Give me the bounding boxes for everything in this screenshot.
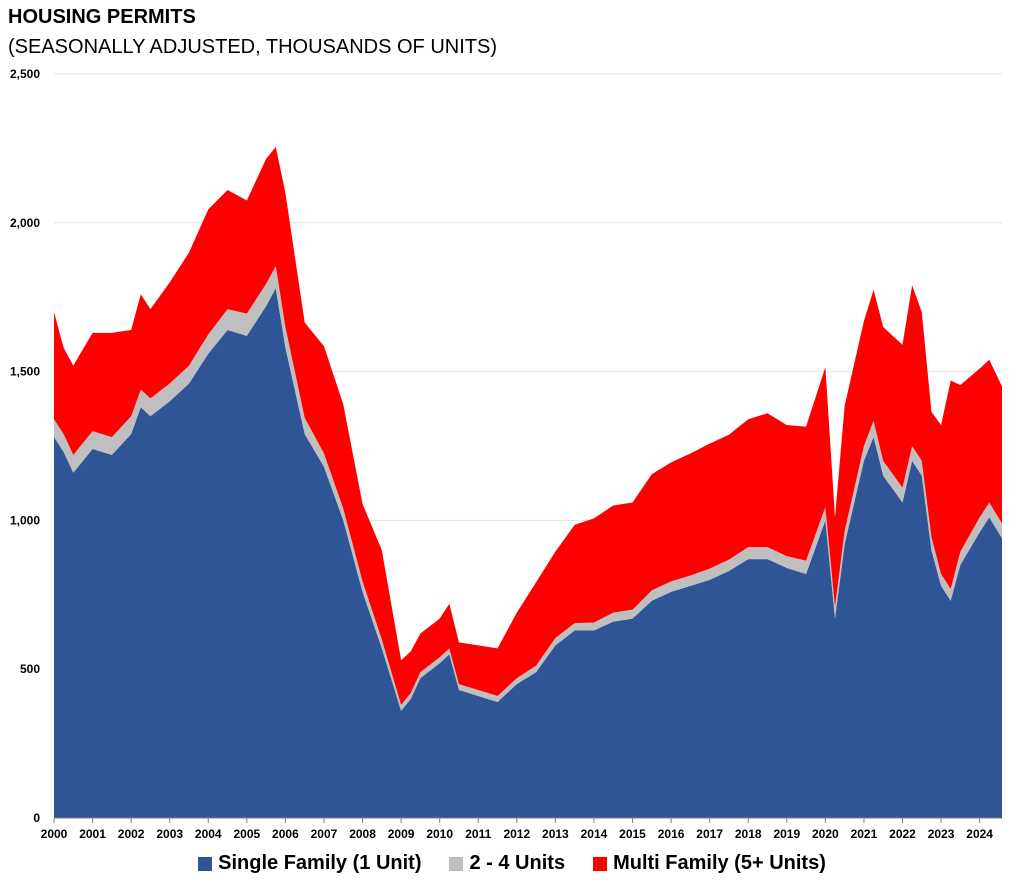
y-tick-labels: 0 500 1,000 1,500 2,000 2,500 <box>10 67 40 825</box>
x-tick-label-2010: 2010 <box>426 827 453 841</box>
x-tick-label-2022: 2022 <box>889 827 916 841</box>
chart-subtitle: (SEASONALLY ADJUSTED, THOUSANDS OF UNITS… <box>8 36 497 58</box>
x-tick-label-2007: 2007 <box>311 827 338 841</box>
x-tick-label-2000: 2000 <box>41 827 68 841</box>
legend-label-2-4-units: 2 - 4 Units <box>469 852 566 874</box>
x-tick-labels: 2000 2001 2002 2003 2004 2005 2006 2007 2008 2009… <box>41 818 993 841</box>
x-tick-label-2011: 2011 <box>465 827 491 841</box>
x-tick-label-2016: 2016 <box>658 827 685 841</box>
legend-swatch-multi-family <box>593 856 608 871</box>
x-tick-label-2020: 2020 <box>812 827 839 841</box>
x-tick-label-2012: 2012 <box>503 827 530 841</box>
y-tick-label-500: 500 <box>20 662 40 676</box>
x-tick-label-2009: 2009 <box>388 827 415 841</box>
x-tick-label-2021: 2021 <box>851 827 878 841</box>
x-tick-label-2024: 2024 <box>966 827 993 841</box>
legend-label-multi-family: Multi Family (5+ Units) <box>613 852 826 874</box>
x-tick-label-2023: 2023 <box>928 827 955 841</box>
legend-item-2-4-units: 2 - 4 Units <box>449 852 565 875</box>
x-tick-label-2004: 2004 <box>195 827 222 841</box>
y-tick-label-2500: 2,500 <box>10 67 40 81</box>
legend-item-multi-family: Multi Family (5+ Units) <box>593 852 826 875</box>
x-tick-label-2003: 2003 <box>156 827 183 841</box>
x-tick-label-2017: 2017 <box>696 827 723 841</box>
stacked-areas <box>54 146 1002 818</box>
area-multi-family-5-units <box>54 146 1002 705</box>
legend-item-single-family: Single Family (1 Unit) <box>198 852 421 875</box>
legend-label-single-family: Single Family (1 Unit) <box>218 852 422 874</box>
x-tick-label-2019: 2019 <box>773 827 800 841</box>
y-tick-label-1000: 1,000 <box>10 513 40 527</box>
x-tick-label-2008: 2008 <box>349 827 376 841</box>
x-tick-label-2013: 2013 <box>542 827 569 841</box>
x-tick-label-2018: 2018 <box>735 827 762 841</box>
x-tick-label-2005: 2005 <box>233 827 260 841</box>
y-tick-label-0: 0 <box>33 811 40 825</box>
y-tick-label-1500: 1,500 <box>10 365 40 379</box>
legend-swatch-2-4-units <box>449 856 464 871</box>
x-tick-label-2006: 2006 <box>272 827 299 841</box>
legend-swatch-single-family <box>198 856 213 871</box>
area-single-family-1-unit <box>54 288 1002 818</box>
x-tick-label-2001: 2001 <box>79 827 106 841</box>
legend: Single Family (1 Unit) 2 - 4 Units Multi… <box>0 852 1024 875</box>
chart-title: HOUSING PERMITS <box>8 6 196 28</box>
x-tick-label-2002: 2002 <box>118 827 145 841</box>
y-tick-label-2000: 2,000 <box>10 216 40 230</box>
x-tick-label-2015: 2015 <box>619 827 646 841</box>
x-tick-label-2014: 2014 <box>581 827 608 841</box>
